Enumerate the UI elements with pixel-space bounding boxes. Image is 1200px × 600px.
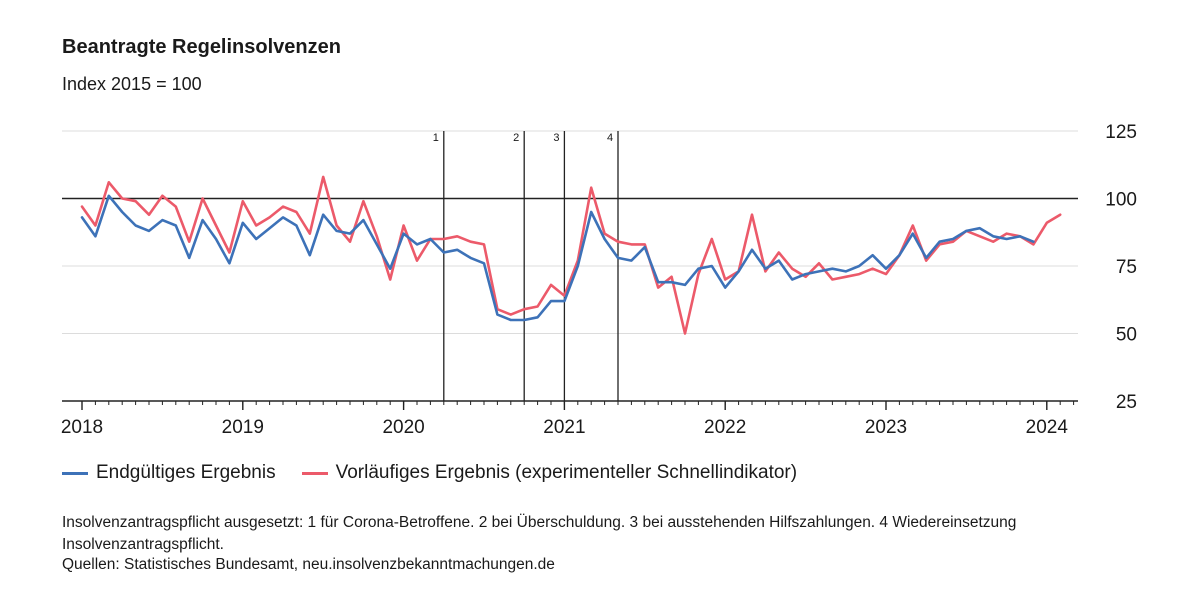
x-tick-label: 2023 <box>865 417 907 438</box>
event-label-4: 4 <box>607 132 613 144</box>
y-tick-label: 100 <box>1105 190 1137 211</box>
x-tick-label: 2020 <box>382 417 424 438</box>
y-tick-label: 50 <box>1116 325 1137 346</box>
chart-subtitle: Index 2015 = 100 <box>62 74 202 94</box>
source-note: Quellen: Statistisches Bundesamt, neu.in… <box>62 556 555 573</box>
x-tick-label: 2019 <box>222 417 264 438</box>
event-label-2: 2 <box>513 132 519 144</box>
y-tick-label: 75 <box>1116 257 1137 278</box>
chart-title: Beantragte Regelinsolvenzen <box>62 36 341 58</box>
legend-label-vorlaeufig: Vorläufiges Ergebnis (experimenteller Sc… <box>335 462 798 483</box>
legend-item-vorlaeufig: Vorläufiges Ergebnis (experimenteller Sc… <box>301 462 798 484</box>
legend-swatch-vorlaeufig <box>301 471 328 475</box>
x-tick-label: 2024 <box>1026 417 1069 438</box>
series-lines <box>80 175 1062 335</box>
y-tick-label: 25 <box>1116 392 1137 413</box>
series-line-endgueltig <box>80 194 1035 322</box>
footnote: Insolvenzantragspflicht ausgesetzt: 1 fü… <box>62 514 1017 553</box>
legend-swatch-endgueltig <box>62 471 88 475</box>
series-line-vorlaeufig <box>80 175 1062 335</box>
legend-label-endgueltig: Endgültiges Ergebnis <box>96 462 276 483</box>
event-label-3: 3 <box>553 132 559 144</box>
gridlines <box>62 130 1078 334</box>
x-tick-label: 2021 <box>543 417 585 438</box>
y-tick-label: 125 <box>1105 122 1137 143</box>
event-label-1: 1 <box>433 132 439 144</box>
legend: Endgültiges Ergebnis Vorläufiges Ergebni… <box>62 462 823 484</box>
x-tick-label: 2022 <box>704 417 746 438</box>
x-tick-label: 2018 <box>61 417 103 438</box>
legend-item-endgueltig: Endgültiges Ergebnis <box>62 462 276 484</box>
axes: 25 50 75 100 125 2018 2019 2020 2021 2022 2023 2024 <box>61 122 1137 438</box>
event-lines: 1 2 3 4 <box>433 131 619 401</box>
